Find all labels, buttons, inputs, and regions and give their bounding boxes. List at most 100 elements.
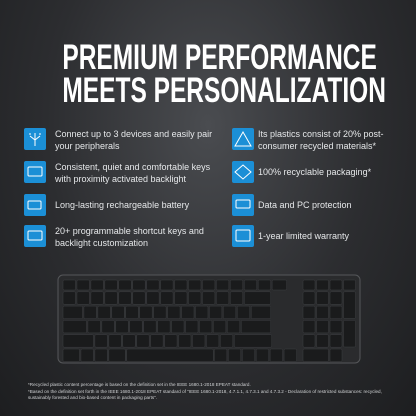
key [111,305,125,319]
key [118,279,132,291]
key [174,291,188,305]
key [230,279,244,291]
key [164,334,178,348]
key [129,320,143,334]
key [209,305,223,319]
feature-text: 1-year limited warranty [258,231,350,241]
key [90,291,104,305]
key [329,320,343,334]
feature-text: 100% recyclable packaging* [258,167,372,177]
key [213,320,227,334]
key [329,291,343,305]
key [230,291,244,305]
key [250,305,271,319]
key [195,305,209,319]
icon-protection [232,194,254,216]
key [271,279,287,291]
icon-battery-glyph [27,200,42,210]
key [241,348,255,362]
key [302,320,316,334]
title-line: PREMIUM PERFORMANCE [62,38,377,77]
key [188,291,202,305]
key [62,291,76,305]
key [90,279,104,291]
key [227,320,241,334]
icon-warranty-glyph [235,229,251,242]
key [223,305,237,319]
key [343,291,356,319]
key [143,320,157,334]
key [62,320,87,334]
key [115,320,129,334]
icon-warranty [232,225,254,247]
key [343,320,356,348]
key [206,334,220,348]
key [302,334,316,348]
key [94,348,108,362]
key [316,320,329,334]
key [343,279,356,291]
key [108,334,122,348]
key [283,348,297,362]
key [181,305,195,319]
icon-keys-glyph [27,166,43,177]
key [269,348,283,362]
key [237,305,251,319]
key [240,320,271,334]
icons [24,128,254,247]
key [329,305,343,319]
key [174,279,188,291]
key [214,348,228,362]
key [108,348,126,362]
key [316,279,329,291]
key [329,348,343,362]
key [132,291,146,305]
key [139,305,153,319]
key [62,348,80,362]
key [136,334,150,348]
key [216,279,230,291]
key [220,334,234,348]
key [302,291,316,305]
footnote: *Recycled plastic content percentage is … [28,382,251,387]
key [83,305,97,319]
key [87,320,101,334]
key [185,320,199,334]
key [101,320,115,334]
feature-text: Connect up to 3 devices and easily pair … [55,129,213,151]
key [62,279,76,291]
key [97,305,111,319]
key [62,334,94,348]
key [302,279,316,291]
icon-keys [24,161,46,183]
key [160,279,174,291]
key [125,305,139,319]
key [202,291,216,305]
key [302,305,316,319]
key [192,334,206,348]
icon-shortcut-glyph [27,230,43,241]
key [243,291,271,305]
key [146,279,160,291]
key [234,334,273,348]
icon-protection-glyph [235,199,251,209]
key [104,279,118,291]
key [188,279,202,291]
key [122,334,136,348]
icon-packaging-glyph [234,164,252,180]
icon-recycled-glyph [234,130,252,147]
key [76,279,90,291]
key [329,279,343,291]
key [316,334,329,348]
key [255,348,269,362]
icon-recycled [232,128,254,150]
keyboard-keys [62,279,356,362]
key [62,305,83,319]
key [160,291,174,305]
key [316,305,329,319]
icon-shortcut [24,225,46,247]
feature-text: Consistent, quiet and comfortable keys w… [55,162,211,184]
key [118,291,132,305]
